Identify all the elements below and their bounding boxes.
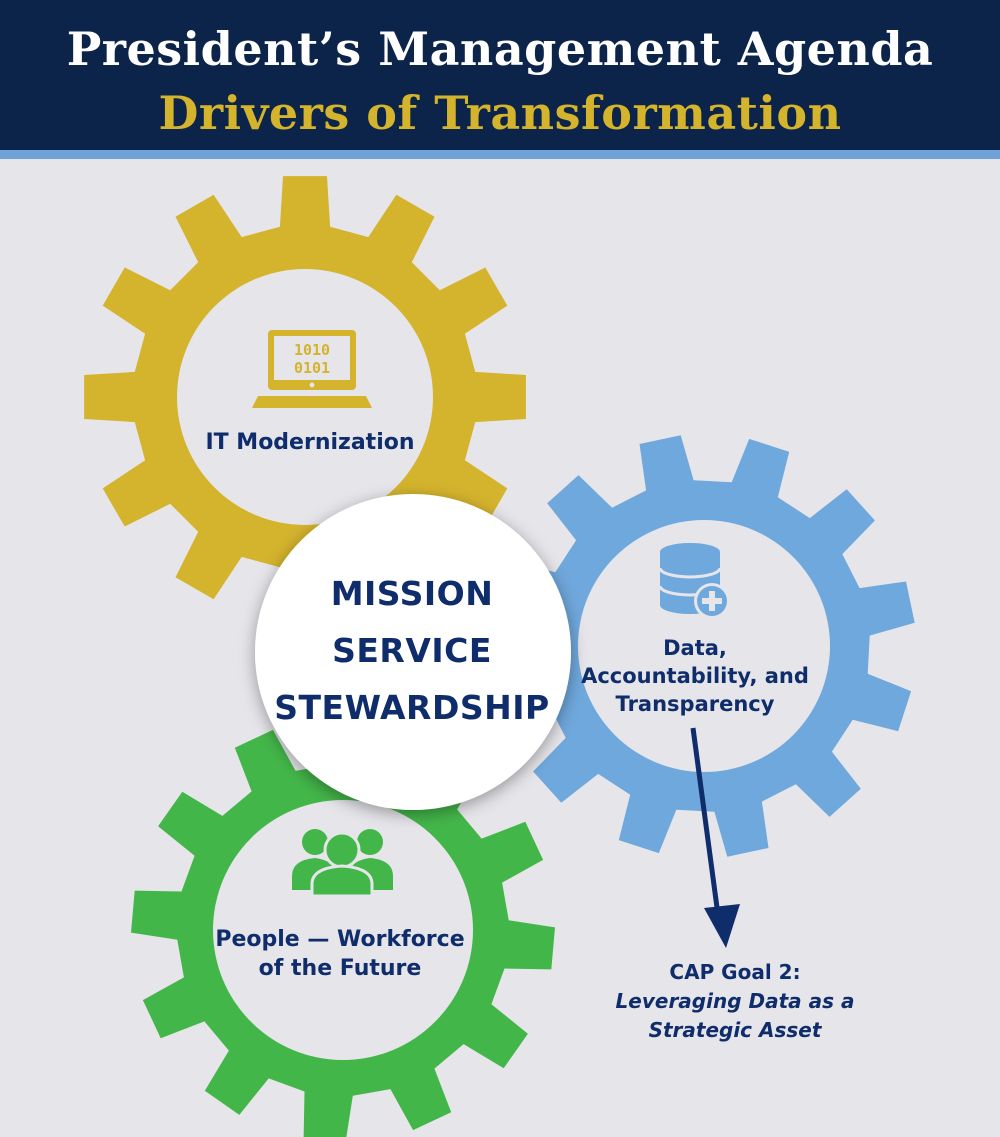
center-line-service: SERVICE (332, 631, 492, 670)
it-modernization-label: IT Modernization (205, 430, 415, 455)
binary-bottom: 0101 (294, 359, 330, 377)
data-label-line-3: Transparency (615, 692, 775, 716)
header-banner: President’s Management Agenda Drivers of… (0, 0, 1000, 150)
data-gear-shape (493, 435, 915, 857)
laptop-binary-icon: 1010 0101 (252, 330, 372, 408)
people-gear (131, 718, 555, 1137)
cap-goal-subtitle-line-2: Strategic Asset (648, 1018, 822, 1042)
data-accountability-label: Data, Accountability, and Transparency (560, 634, 830, 718)
people-group-icon (292, 829, 393, 898)
binary-top: 1010 (294, 341, 330, 359)
people-workforce-label: People — Workforce of the Future (190, 925, 490, 983)
center-circle (255, 494, 571, 810)
page-title: President’s Management Agenda (66, 22, 934, 76)
center-mission-text: MISSION SERVICE STEWARDSHIP (262, 565, 562, 736)
arrow-to-cap-goal (690, 727, 740, 948)
header-stripe (0, 150, 1000, 159)
database-plus-icon (658, 543, 730, 619)
data-label-line-1: Data, (663, 636, 727, 660)
cap-goal-subtitle-line-1: Leveraging Data as a (615, 989, 855, 1013)
cap-goal-title: CAP Goal 2: (669, 960, 801, 984)
center-line-stewardship: STEWARDSHIP (274, 688, 550, 727)
center-line-mission: MISSION (330, 574, 494, 613)
data-gear (493, 435, 915, 857)
cap-goal-caption: CAP Goal 2: Leveraging Data as a Strateg… (580, 958, 890, 1045)
people-label-line-2: of the Future (258, 956, 422, 981)
page-subtitle: Drivers of Transformation (158, 86, 842, 140)
people-gear-shape (131, 718, 555, 1137)
people-label-line-1: People — Workforce (215, 927, 465, 952)
data-label-line-2: Accountability, and (581, 664, 809, 688)
